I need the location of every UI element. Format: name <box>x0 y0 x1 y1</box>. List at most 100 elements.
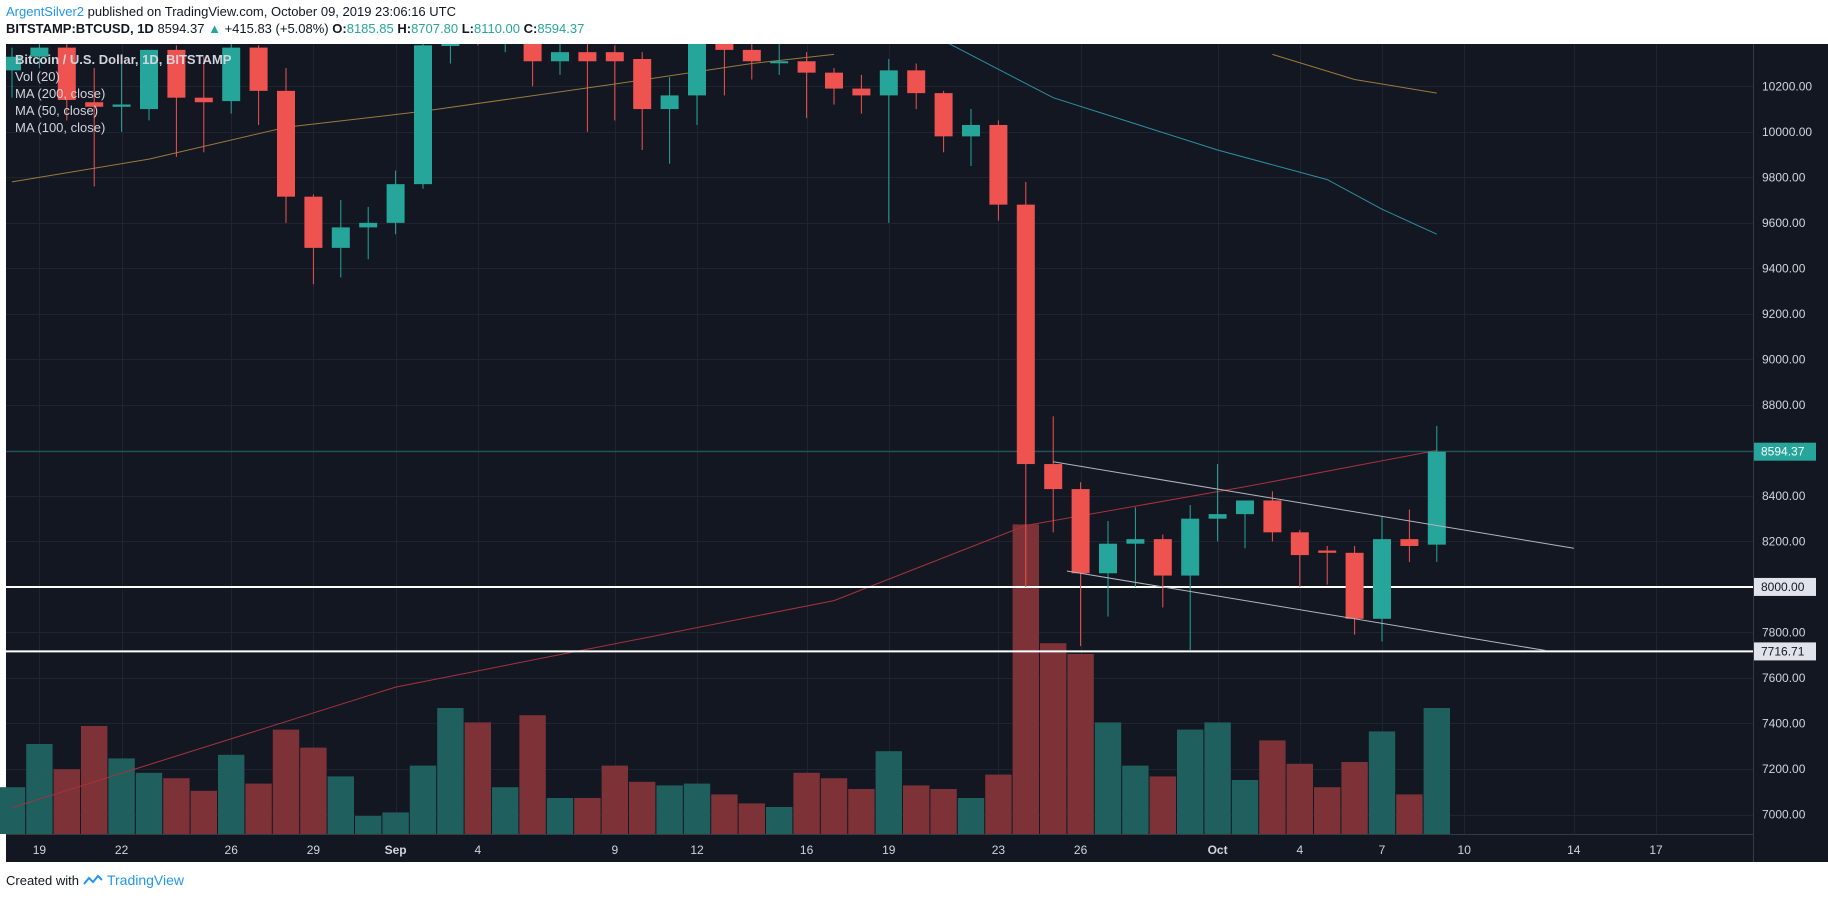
volume-bar <box>1231 780 1259 834</box>
volume-bar <box>820 778 848 834</box>
price-tick-label: 10200.00 <box>1762 79 1812 93</box>
candle-body <box>989 124 1008 205</box>
price-tick-label: 7800.00 <box>1762 625 1806 639</box>
candle-body <box>1318 550 1337 553</box>
volume-bar <box>930 789 957 834</box>
trend-line <box>1066 570 1547 652</box>
candle-body <box>112 104 131 107</box>
level-price-tag-label: 7716.71 <box>1761 644 1805 658</box>
volume-bar <box>1341 762 1368 834</box>
candle-body <box>1373 539 1391 619</box>
date-tick-label: 22 <box>115 843 129 857</box>
candle-body <box>331 227 350 248</box>
volume-bar <box>409 765 437 834</box>
candle-body <box>1181 518 1200 576</box>
volume-bar <box>26 744 53 834</box>
author-link[interactable]: ArgentSilver2 <box>6 4 85 19</box>
date-tick-label: 4 <box>1296 843 1303 857</box>
candle-body <box>249 47 268 91</box>
ma200-line <box>11 449 1437 809</box>
volume-bar <box>1423 708 1450 834</box>
legend-vol[interactable]: Vol (20) <box>15 69 60 84</box>
legend-ma100[interactable]: MA (100, close) <box>15 120 105 135</box>
current-price-tag-label: 8594.37 <box>1761 445 1805 459</box>
trend-line <box>1053 461 1574 549</box>
price-tick-label: 8800.00 <box>1762 398 1806 412</box>
published-line: ArgentSilver2 published on TradingView.c… <box>6 4 456 19</box>
legend-ma200[interactable]: MA (200, close) <box>15 86 105 101</box>
volume-bar <box>1396 794 1423 834</box>
candle-body <box>30 47 49 57</box>
grid <box>6 44 1753 834</box>
volume-bar <box>546 798 574 834</box>
price-tick-label: 7400.00 <box>1762 716 1806 730</box>
candle-body <box>1208 514 1227 519</box>
volume-bar <box>957 798 985 834</box>
volume-bar <box>382 812 409 834</box>
trend-lines <box>1053 461 1574 652</box>
volume-bar <box>190 790 217 834</box>
tradingview-link[interactable]: TradingView <box>106 872 185 888</box>
date-tick-label: 16 <box>800 843 814 857</box>
candle-body <box>414 45 432 185</box>
price-tick-label: 7200.00 <box>1762 762 1806 776</box>
last-price: 8594.37 <box>157 21 205 36</box>
volume-bar <box>163 778 190 834</box>
candle-body <box>1099 543 1117 574</box>
volume-bar <box>0 787 26 834</box>
date-tick-label: 17 <box>1649 843 1663 857</box>
candle-body <box>222 47 241 102</box>
candle-body <box>605 52 624 62</box>
legend-ma50[interactable]: MA (50, close) <box>15 103 98 118</box>
candle-body <box>825 72 843 89</box>
volume-bar <box>656 785 683 834</box>
date-axis[interactable]: 19 22 26 29 Sep 4 9 12 16 19 23 26 Oct 4 7 10 14 17 <box>33 843 1663 857</box>
date-tick-label: 7 <box>1379 843 1386 857</box>
candle-body <box>633 58 652 110</box>
published-text: published on TradingView.com, October 09… <box>84 4 456 19</box>
volume-bar <box>766 807 793 834</box>
volume-bar <box>1314 787 1341 834</box>
date-tick-label: Sep <box>385 843 407 857</box>
chart-background <box>6 44 1828 862</box>
volume-bar <box>683 783 711 834</box>
candle-body <box>1345 552 1364 619</box>
candle-body <box>852 88 871 96</box>
candle-body <box>1263 500 1282 533</box>
horizontal-levels <box>6 451 1753 653</box>
low-value: 8110.00 <box>473 21 520 36</box>
volume-bar <box>218 754 245 834</box>
volume-bar <box>738 803 765 834</box>
volume-bar <box>903 785 930 834</box>
candle-body <box>770 61 789 64</box>
date-tick-label: 14 <box>1567 843 1581 857</box>
candle-body <box>1236 500 1254 515</box>
volume-bar <box>711 794 738 834</box>
price-tick-label: 7600.00 <box>1762 671 1806 685</box>
volume-bar <box>1368 731 1396 834</box>
date-tick-label: 19 <box>882 843 896 857</box>
candle-body <box>1126 539 1145 544</box>
level-price-tag <box>1754 642 1816 661</box>
high-label: H: <box>397 21 412 36</box>
price-tick-label: 8400.00 <box>1762 489 1806 503</box>
candle-body <box>1400 539 1419 546</box>
candle-body <box>57 47 76 100</box>
volume-bar <box>135 772 163 834</box>
current-price-tag <box>1754 442 1816 461</box>
volume-bar <box>492 787 519 834</box>
price-tick-label: 10000.00 <box>1762 125 1812 139</box>
candle-body <box>797 61 816 73</box>
change-arrow-icon: ▲ <box>208 21 221 36</box>
ma50-line <box>948 44 1438 235</box>
volume-bar <box>875 751 902 834</box>
date-tick-label: 29 <box>307 843 321 857</box>
volume-bar <box>1204 722 1231 834</box>
candle-body <box>688 44 706 96</box>
candle-body <box>1016 204 1035 465</box>
volume-bar <box>1094 722 1122 834</box>
volume-bar <box>793 772 820 834</box>
date-tick-label: 19 <box>33 843 47 857</box>
close-label: C: <box>523 21 538 36</box>
